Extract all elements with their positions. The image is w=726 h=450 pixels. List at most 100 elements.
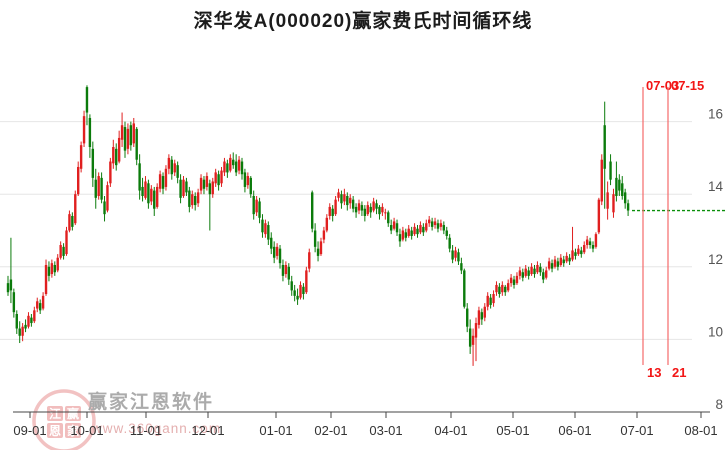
candle-body [138,163,141,191]
candle-body [486,295,489,307]
candle-body [123,127,127,151]
candle-body [591,245,595,249]
candle-body [88,117,92,148]
candle-body [281,264,285,276]
candle-body [451,250,454,260]
candle-body [609,161,612,180]
candle-body [372,201,375,211]
candle-body [164,168,168,187]
candle-body [603,125,606,169]
candle-body [217,174,220,186]
candle-body [229,157,232,171]
candle-body [460,263,463,271]
candle-body [255,199,258,213]
candle-body [325,217,329,231]
candle-body [389,225,393,231]
candle-body [191,194,194,206]
candle-body [530,266,533,275]
candle-body [214,172,217,184]
candle-body [36,301,39,309]
candle-body [77,166,80,195]
candle-body [59,245,62,258]
candle-body [106,185,109,211]
candle-body [545,270,548,278]
candle-body [150,188,153,202]
candle-body [468,328,472,347]
candle-body [574,252,577,256]
candle-body [21,326,24,336]
candle-body [483,306,486,318]
candle-body [167,157,171,169]
stamp-char: 家 [67,423,80,438]
candle-body [308,252,311,269]
candle-body [38,303,42,311]
candle-body [185,181,188,193]
candle-body [319,241,323,255]
candle-body [179,179,182,198]
fib-date-label: 07-03 [646,78,679,93]
candle-body [495,284,498,293]
candle-body [524,268,527,276]
candle-body [422,226,425,233]
candle-body [234,161,238,173]
x-axis-tick-label: 06-01 [558,423,591,438]
stamp-char: 江 [49,406,61,421]
candle-series [6,85,630,366]
candle-body [117,137,121,162]
candle-body [302,286,305,295]
candle-body [24,324,27,329]
y-axis-tick-label: 12 [708,252,723,267]
candle-body [243,172,247,187]
candle-body [112,147,115,164]
candle-body [477,310,481,325]
y-axis-tick-label: 10 [708,324,723,339]
candle-body [515,275,519,284]
candle-body [147,183,150,204]
candle-body [115,148,118,166]
y-axis-tick-label: 8 [715,397,723,412]
candle-body [501,284,504,293]
candle-body [466,308,469,327]
candle-body [91,148,95,178]
candle-body [237,159,241,171]
candle-body [261,219,264,233]
x-axis-tick-label: 01-01 [259,423,292,438]
candle-body [615,177,618,197]
candle-body [556,261,560,267]
candle-body [583,245,586,253]
candle-body [240,161,244,175]
candle-body [208,183,212,195]
candle-body [597,199,601,233]
candle-body [188,190,191,207]
candle-body [68,214,71,231]
candle-body [97,176,100,197]
candle-body [527,270,530,276]
fib-count-label: 21 [672,365,686,380]
candle-body [331,208,334,216]
candle-body [512,279,516,285]
candle-body [316,248,320,256]
candle-body [311,192,314,229]
candle-body [170,159,173,175]
candle-body [328,206,331,216]
candle-body [202,179,206,189]
candle-body [129,125,133,146]
candle-body [392,221,396,229]
candle-body [340,194,343,204]
candle-body [30,317,33,324]
candle-body [568,257,571,262]
candle-body [182,179,185,197]
candle-body [82,116,86,144]
candle-body [504,286,507,293]
x-axis-tick-label: 12-01 [191,423,224,438]
x-axis-tick-label: 07-01 [620,423,653,438]
x-axis-tick-label: 09-01 [13,423,46,438]
candle-body [474,323,478,338]
candle-body [401,230,405,240]
candle-body [44,264,48,295]
candle-body [205,176,209,187]
candle-body [626,203,630,211]
candle-body [155,186,159,207]
candle-body [489,297,492,305]
